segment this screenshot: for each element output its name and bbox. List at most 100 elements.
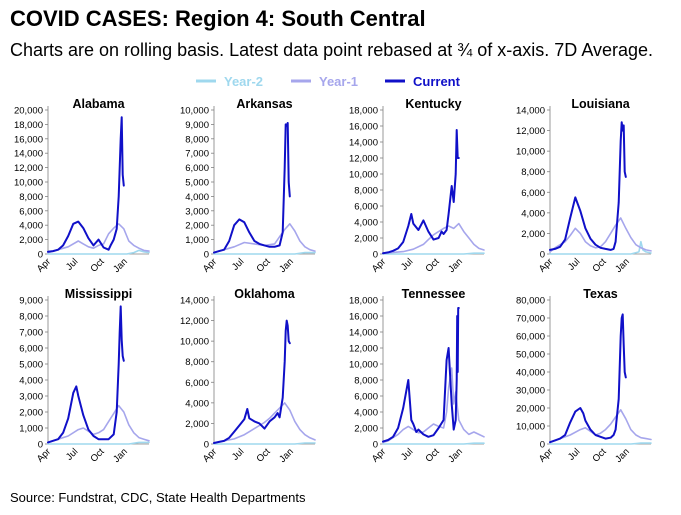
y-tick-label-louisiana: 6,000 <box>521 188 545 199</box>
y-tick-label-arkansas: 10,000 <box>180 106 209 117</box>
legend-label-current: Current <box>413 74 461 89</box>
panel-title-texas: Texas <box>583 287 618 301</box>
y-tick-label-alabama: 16,000 <box>14 134 43 145</box>
y-tick-label-louisiana: 0 <box>540 250 545 261</box>
series-line-year-1-arkansas <box>213 223 316 254</box>
y-tick-label-kentucky: 14,000 <box>349 138 378 149</box>
x-tick-label-kentucky: Oct <box>423 256 441 274</box>
series-line-current-texas <box>549 313 627 444</box>
chart-panels: 0 2,000 4,000 6,000 8,000 10,000 12,000 14,000 1… <box>14 97 652 465</box>
panel-arkansas: 0 1,000 2,000 3,000 4,000 5,000 6,000 7,000 8,00… <box>180 97 316 275</box>
y-tick-label-tennessee: 6,000 <box>354 392 378 403</box>
y-tick-label-alabama: 0 <box>38 250 43 261</box>
panel-title-oklahoma: Oklahoma <box>234 287 295 301</box>
legend-label-year-2: Year-2 <box>224 74 263 89</box>
x-tick-label-alabama: Oct <box>88 256 106 274</box>
x-tick-label-texas: Oct <box>590 446 608 464</box>
panel-title-arkansas: Arkansas <box>236 97 292 111</box>
y-tick-label-tennessee: 4,000 <box>354 408 378 419</box>
y-tick-label-louisiana: 14,000 <box>516 106 545 117</box>
panel-title-kentucky: Kentucky <box>405 97 461 111</box>
x-tick-label-arkansas: Jul <box>230 256 246 272</box>
y-tick-label-texas: 10,000 <box>516 422 545 433</box>
y-tick-label-louisiana: 12,000 <box>516 126 545 137</box>
y-tick-label-tennessee: 14,000 <box>349 328 378 339</box>
series-line-year-1-tennessee <box>382 367 485 444</box>
panel-kentucky: 0 2,000 4,000 6,000 8,000 10,000 12,000 14,000 1… <box>349 97 485 275</box>
series-line-year-1-oklahoma <box>213 402 316 444</box>
y-tick-label-tennessee: 18,000 <box>349 296 378 307</box>
y-tick-label-oklahoma: 4,000 <box>185 398 209 409</box>
series-line-year-2-mississippi <box>47 441 150 445</box>
panel-mississippi: 0 1,000 2,000 3,000 4,000 5,000 6,000 7,000 8,00… <box>19 287 150 465</box>
x-tick-label-alabama: Jul <box>64 256 80 272</box>
series-line-year-1-alabama <box>47 223 150 254</box>
x-tick-label-mississippi: Jan <box>111 446 130 465</box>
y-tick-label-oklahoma: 12,000 <box>180 316 209 327</box>
y-tick-label-texas: 20,000 <box>516 404 545 415</box>
y-tick-label-kentucky: 18,000 <box>349 106 378 117</box>
y-tick-label-tennessee: 12,000 <box>349 344 378 355</box>
y-tick-label-mississippi: 9,000 <box>19 296 43 307</box>
x-tick-label-louisiana: Jul <box>566 256 582 272</box>
panel-louisiana: 02,0004,0006,0008,00010,00012,00014,000A… <box>516 97 652 275</box>
y-tick-label-arkansas: 8,000 <box>185 134 209 145</box>
y-tick-label-mississippi: 5,000 <box>19 360 43 371</box>
x-tick-label-alabama: Jan <box>111 256 130 275</box>
panel-title-mississippi: Mississippi <box>65 287 132 301</box>
y-tick-label-alabama: 20,000 <box>14 106 43 117</box>
series-line-year-1-texas <box>549 408 652 444</box>
y-tick-label-oklahoma: 6,000 <box>185 378 209 389</box>
page-title: COVID CASES: Region 4: South Central <box>10 6 426 31</box>
y-tick-label-oklahoma: 10,000 <box>180 337 209 348</box>
series-line-year-2-kentucky <box>382 252 485 255</box>
y-tick-label-arkansas: 0 <box>204 250 209 261</box>
y-tick-label-alabama: 8,000 <box>19 192 43 203</box>
series-line-year-2-texas <box>549 442 652 445</box>
y-tick-label-mississippi: 4,000 <box>19 376 43 387</box>
page-subtitle: Charts are on rolling basis. Latest data… <box>10 40 654 60</box>
x-tick-label-oklahoma: Jan <box>277 446 296 465</box>
series-line-current-alabama <box>47 116 125 253</box>
y-tick-label-tennessee: 0 <box>373 440 378 451</box>
y-tick-label-tennessee: 2,000 <box>354 424 378 435</box>
y-tick-label-oklahoma: 14,000 <box>180 296 209 307</box>
panel-tennessee: 0 2,000 4,000 6,000 8,000 10,000 12,000 14,000 1… <box>349 287 485 465</box>
y-tick-label-kentucky: 10,000 <box>349 170 378 181</box>
y-tick-label-arkansas: 6,000 <box>185 163 209 174</box>
series-line-current-louisiana <box>549 121 627 251</box>
panel-title-alabama: Alabama <box>72 97 125 111</box>
x-tick-label-louisiana: Oct <box>590 256 608 274</box>
x-tick-label-tennessee: Oct <box>423 446 441 464</box>
y-tick-label-arkansas: 1,000 <box>185 235 209 246</box>
y-tick-label-louisiana: 8,000 <box>521 167 545 178</box>
y-tick-label-kentucky: 2,000 <box>354 234 378 245</box>
y-tick-label-alabama: 14,000 <box>14 149 43 160</box>
y-tick-label-arkansas: 2,000 <box>185 221 209 232</box>
y-tick-label-texas: 60,000 <box>516 332 545 343</box>
y-tick-label-alabama: 18,000 <box>14 120 43 131</box>
y-tick-label-arkansas: 7,000 <box>185 149 209 160</box>
y-tick-label-tennessee: 16,000 <box>349 312 378 323</box>
series-line-current-arkansas <box>213 122 291 254</box>
x-tick-label-louisiana: Jan <box>613 256 632 275</box>
x-tick-label-kentucky: Jul <box>399 256 415 272</box>
x-tick-label-texas: Jul <box>566 446 582 462</box>
series-line-year-1-mississippi <box>47 404 150 444</box>
y-tick-label-louisiana: 4,000 <box>521 208 545 219</box>
y-tick-label-texas: 80,000 <box>516 296 545 307</box>
y-tick-label-arkansas: 4,000 <box>185 192 209 203</box>
y-tick-label-alabama: 2,000 <box>19 235 43 246</box>
y-tick-label-texas: 70,000 <box>516 314 545 325</box>
x-tick-label-arkansas: Jan <box>277 256 296 275</box>
series-line-year-1-kentucky <box>382 222 485 254</box>
y-tick-label-tennessee: 10,000 <box>349 360 378 371</box>
panel-alabama: 0 2,000 4,000 6,000 8,000 10,000 12,000 14,000 1… <box>14 97 150 275</box>
source-note: Source: Fundstrat, CDC, State Health Dep… <box>10 490 306 505</box>
x-tick-label-oklahoma: Jul <box>230 446 246 462</box>
y-tick-label-mississippi: 8,000 <box>19 312 43 323</box>
y-tick-label-mississippi: 1,000 <box>19 424 43 435</box>
y-tick-label-oklahoma: 2,000 <box>185 419 209 430</box>
y-tick-label-tennessee: 8,000 <box>354 376 378 387</box>
